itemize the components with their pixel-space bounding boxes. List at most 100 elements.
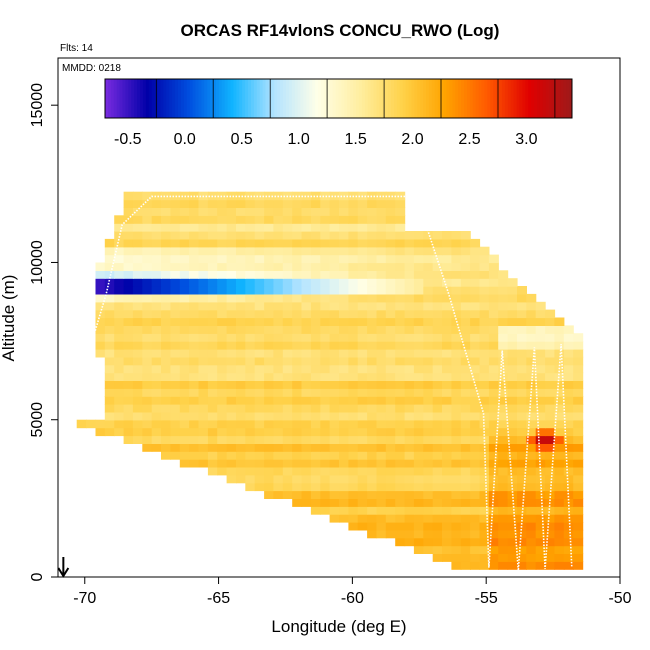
heatmap-cell	[254, 419, 265, 429]
heatmap-cell	[329, 411, 340, 421]
colorbar-segment	[361, 79, 366, 118]
heatmap-cell	[254, 207, 265, 216]
heatmap-cell	[132, 372, 143, 381]
heatmap-cell	[301, 490, 312, 499]
heatmap-cell	[292, 333, 303, 342]
heatmap-cell	[535, 427, 546, 437]
heatmap-cell	[348, 301, 359, 311]
colorbar-segment	[277, 79, 281, 118]
heatmap-cell	[367, 466, 378, 476]
heatmap-cell	[517, 333, 527, 342]
heatmap-cell	[545, 514, 556, 523]
heatmap-cell	[320, 490, 331, 499]
heatmap-cell	[301, 333, 312, 342]
heatmap-cell	[423, 286, 434, 295]
heatmap-cell	[451, 404, 462, 413]
heatmap-cell	[329, 427, 340, 437]
heatmap-cell	[198, 388, 209, 397]
heatmap-cell	[123, 333, 134, 342]
heatmap-cell	[114, 301, 125, 311]
heatmap-cell	[254, 309, 265, 319]
heatmap-cell	[395, 333, 406, 342]
heatmap-cell	[236, 451, 246, 460]
heatmap-cell	[142, 372, 153, 381]
heatmap-cell	[376, 215, 387, 224]
heatmap-cell	[385, 498, 396, 507]
heatmap-cell	[207, 435, 218, 444]
heatmap-cell	[488, 333, 499, 342]
heatmap-cell	[573, 380, 584, 389]
heatmap-cell	[507, 301, 518, 311]
heatmap-cell	[376, 443, 387, 452]
colorbar-segment	[370, 79, 375, 118]
heatmap-cell	[273, 372, 284, 381]
heatmap-cell	[563, 490, 574, 499]
heatmap-cell	[179, 443, 190, 452]
heatmap-cell	[301, 380, 312, 389]
heatmap-cell	[563, 451, 574, 460]
heatmap-cell	[404, 293, 415, 303]
heatmap-cell	[292, 490, 303, 499]
heatmap-cell	[348, 522, 359, 531]
heatmap-cell	[339, 325, 349, 334]
heatmap-cell	[517, 372, 527, 381]
heatmap-cell	[310, 293, 321, 303]
heatmap-cell	[573, 466, 584, 476]
heatmap-cell	[320, 199, 331, 208]
heatmap-cell	[498, 506, 509, 515]
heatmap-cell	[132, 435, 143, 444]
heatmap-cell	[170, 364, 181, 374]
heatmap-cell	[470, 286, 481, 295]
heatmap-cell	[320, 278, 331, 287]
heatmap-cell	[385, 207, 396, 216]
heatmap-cell	[385, 317, 396, 326]
heatmap-cell	[273, 270, 284, 279]
heatmap-cell	[132, 356, 143, 366]
heatmap-cell	[170, 309, 181, 319]
heatmap-cell	[432, 388, 443, 397]
heatmap-cell	[104, 364, 115, 374]
heatmap-cell	[226, 262, 237, 271]
heatmap-cell	[470, 278, 481, 287]
heatmap-cell	[151, 356, 162, 366]
heatmap-cell	[142, 325, 153, 334]
heatmap-cell	[488, 372, 499, 381]
heatmap-cell	[264, 262, 275, 271]
heatmap-cell	[114, 223, 125, 232]
heatmap-cell	[142, 191, 153, 201]
heatmap-cell	[114, 349, 125, 358]
heatmap-cell	[339, 451, 349, 460]
heatmap-cell	[217, 231, 228, 240]
heatmap-cell	[507, 466, 518, 476]
heatmap-cell	[245, 482, 256, 492]
heatmap-cell	[151, 419, 162, 429]
heatmap-cell	[151, 278, 162, 287]
heatmap-cell	[545, 411, 556, 421]
heatmap-cell	[132, 309, 143, 319]
arrow-head	[57, 567, 70, 578]
heatmap-cell	[161, 341, 171, 350]
heatmap-cell	[442, 411, 452, 421]
colorbar-segment	[437, 79, 442, 118]
heatmap-cell	[282, 341, 293, 350]
heatmap-cell	[123, 364, 134, 374]
heatmap-cell	[226, 364, 237, 374]
colorbar-segment	[431, 79, 436, 118]
heatmap-cell	[451, 419, 462, 429]
heatmap-cell	[357, 199, 368, 208]
heatmap-cell	[226, 215, 237, 224]
colorbar-segment	[163, 79, 167, 118]
heatmap-cell	[245, 404, 256, 413]
heatmap-cell	[179, 262, 190, 271]
heatmap-cell	[563, 356, 574, 366]
heatmap-cell	[226, 349, 237, 358]
heatmap-cell	[104, 372, 115, 381]
heatmap-cell	[207, 333, 218, 342]
colorbar-segment	[242, 79, 246, 118]
heatmap-cell	[348, 223, 359, 232]
heatmap-cell	[292, 325, 303, 334]
heatmap-cell	[488, 286, 499, 295]
heatmap-cell	[554, 388, 565, 397]
heatmap-cell	[413, 325, 424, 334]
colorbar-segment	[569, 79, 573, 118]
